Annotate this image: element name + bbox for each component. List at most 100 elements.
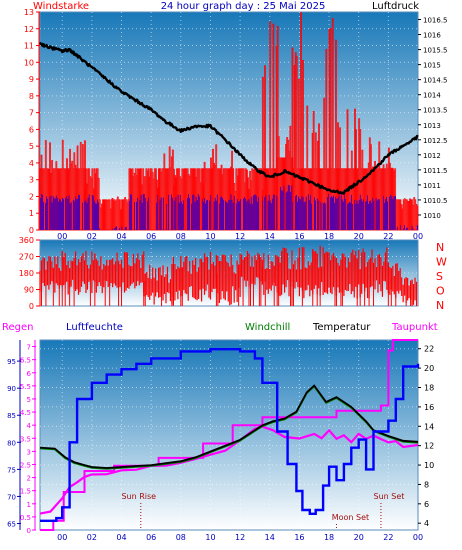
chart-title: 24 hour graph day : 25 Mai 2025 — [161, 1, 326, 12]
time-axis-label: 06 — [146, 232, 156, 241]
wind-bar — [142, 194, 144, 230]
wind-bar — [41, 194, 43, 230]
wind-bar — [371, 202, 373, 230]
wind-bar — [298, 196, 300, 230]
wind-bar — [49, 196, 51, 230]
rain-axis-label: 4.5 — [20, 409, 31, 417]
wind-axis-label: 1 — [29, 209, 34, 218]
wind-bar — [308, 199, 310, 230]
temperature-panel — [39, 339, 419, 531]
wind-bar — [352, 204, 354, 230]
wind-bar — [412, 228, 414, 230]
wind-bar — [68, 195, 70, 230]
legend-windchill: Windchill — [245, 322, 290, 333]
sunrise-label: Sun Rise — [121, 492, 156, 501]
wind-bar — [232, 202, 234, 230]
wind-bar — [225, 200, 227, 230]
wind-bar — [230, 194, 232, 230]
wind-bar — [172, 197, 174, 230]
time-axis-label: 14 — [265, 232, 275, 241]
wind-bar — [249, 203, 251, 230]
wind-bar — [384, 202, 386, 230]
rain-axis-label: 3 — [27, 448, 31, 456]
wind-bar — [74, 196, 76, 230]
rain-axis-label: 1 — [27, 501, 31, 509]
wind-bar — [47, 199, 49, 230]
direction-axis-label: 270 — [19, 253, 34, 262]
temperature-axis-label: 8 — [424, 480, 429, 489]
wind-bar — [76, 199, 77, 230]
wind-bar — [99, 228, 101, 230]
wind-bar — [334, 203, 336, 230]
wind-direction-bars — [39, 245, 418, 306]
wind-bar — [227, 202, 229, 230]
wind-bar — [287, 184, 289, 230]
wind-bar — [404, 225, 406, 230]
wind-bar — [311, 203, 313, 230]
humidity-line — [40, 348, 420, 522]
wind-bar — [250, 196, 252, 230]
wind-bar — [236, 199, 238, 230]
temperature-time-axis: 00 02 04 06 08 10 12 14 16 18 20 22 00 — [57, 533, 423, 542]
wind-bar — [406, 227, 408, 230]
wind-bar — [46, 196, 48, 230]
wind-bar — [393, 196, 395, 230]
sun-moon-events: Sun Rise Sun Set Moon Set — [121, 492, 404, 530]
wind-bar — [175, 197, 177, 230]
wind-bar — [43, 201, 45, 230]
wind-bar — [62, 197, 64, 230]
wind-bar — [299, 198, 301, 230]
wind-bar — [139, 200, 141, 230]
wind-bar — [140, 195, 142, 230]
temperature-axis-label: 22 — [424, 345, 434, 354]
wind-pressure-panel — [39, 11, 419, 231]
wind-bar — [301, 196, 303, 230]
wind-bar — [202, 199, 203, 230]
wind-bar — [187, 197, 189, 230]
wind-bar — [216, 194, 218, 230]
gust-bar — [325, 48, 328, 231]
pressure-axis-label: 1015 — [423, 62, 441, 70]
wind-bar — [369, 201, 371, 230]
wind-bar — [386, 196, 388, 230]
wind-bar — [82, 202, 84, 230]
pressure-axis-label: 1014 — [423, 92, 441, 100]
rain-axis-label: 6 — [27, 370, 32, 378]
wind-bar — [128, 200, 130, 230]
pressure-axis-label: 1013 — [423, 122, 441, 130]
wind-bar — [223, 199, 225, 230]
wind-bar — [53, 198, 55, 230]
wind-bar — [177, 194, 179, 230]
wind-bar — [390, 194, 392, 230]
wind-axis-label: 12 — [24, 25, 34, 34]
wind-bar — [285, 192, 287, 230]
wind-bar — [98, 202, 100, 230]
time-axis-label: 06 — [146, 533, 156, 542]
wind-axis-label: 10 — [24, 58, 34, 67]
wind-bar — [243, 198, 245, 230]
direction-axis-label: 0 — [29, 302, 34, 311]
wind-bar — [206, 200, 208, 230]
wind-bar — [58, 201, 59, 230]
pressure-axis-label: 1016.5 — [423, 17, 448, 25]
wind-bar — [141, 202, 143, 230]
wind-bar — [45, 203, 47, 230]
wind-bar — [361, 201, 363, 230]
wind-bar — [394, 195, 396, 230]
compass-label: N — [436, 241, 444, 254]
wind-bar — [256, 195, 257, 230]
wind-bar — [207, 199, 209, 230]
wind-bar — [221, 196, 223, 230]
wind-bar — [178, 202, 180, 230]
rain-axis-label: 2 — [27, 475, 31, 483]
wind-bar — [96, 203, 98, 230]
dewpoint-line — [39, 425, 419, 515]
wind-bar — [198, 196, 200, 230]
pressure-axis-label: 1010 — [423, 212, 441, 220]
wind-bar — [144, 198, 146, 230]
wind-bar — [264, 197, 266, 230]
direction-axis-label: 90 — [24, 286, 34, 295]
wind-axis-label: 9 — [29, 75, 34, 84]
wind-bar — [297, 201, 299, 230]
